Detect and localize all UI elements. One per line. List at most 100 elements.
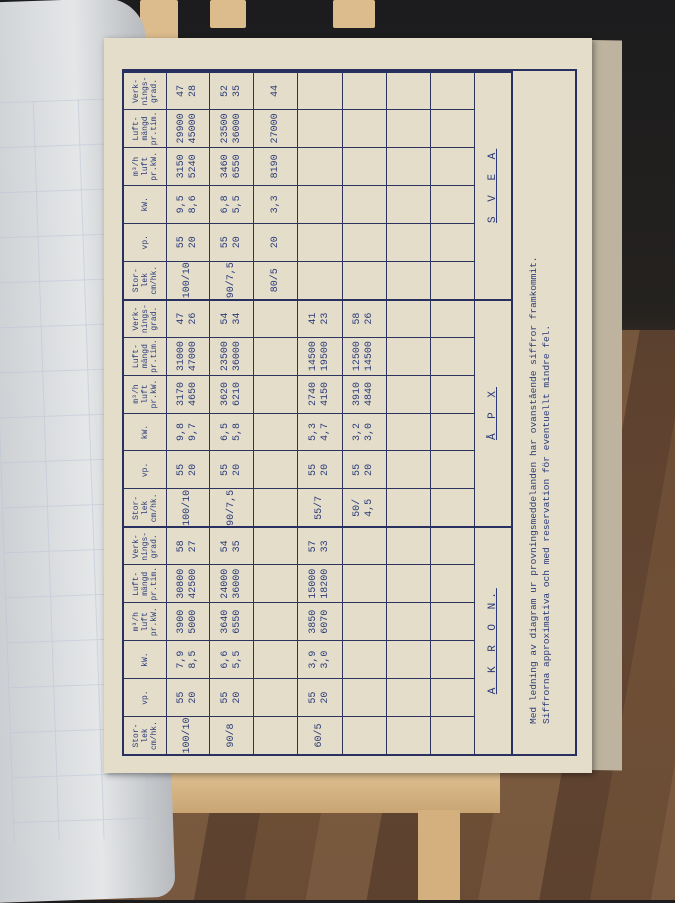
table-cell [254,640,299,679]
table-cell [386,640,431,679]
table-cell: 55 20 [298,450,343,489]
table-cell [430,71,475,109]
table-cell [386,71,431,109]
table-cell: 31000 47000 [166,336,211,375]
table-cell: 52 35 [210,71,255,109]
table-cell: 3,2 3,0 [342,412,387,451]
table-cell: 100/10 [166,488,211,527]
table-cell [386,336,431,375]
table-cell [430,222,475,261]
table-cell: 27000 [254,108,299,147]
table-cell: 47 28 [166,71,211,109]
table-cell: 6,6 5,5 [210,640,255,679]
easel-ledge [130,765,500,813]
table-cell [342,146,387,185]
easel-post [140,0,178,40]
table-cell [342,71,387,109]
footer-line-2: Siffrorna approximativa och med reservat… [541,324,552,724]
table-cell: 23500 36000 [210,336,255,375]
table-cell [386,564,431,603]
table-cell: 9,5 8,6 [166,184,211,223]
column-header: Stor- lek cm/hk. [124,488,167,527]
column-header: kW. [124,184,167,223]
table-cell [342,108,387,147]
table-cell: 55 20 [210,450,255,489]
table-cell [298,146,343,185]
table-cell [342,526,387,565]
table-cell [386,412,431,451]
column-header: m³/h luft pr.kW. [124,374,167,413]
column-header: Luft- mängd pr.tim. [124,564,167,603]
table-cell: 15000 18200 [298,564,343,603]
table-cell: 41 23 [298,298,343,337]
table-cell [430,450,475,489]
table-cell: 3640 6550 [210,602,255,641]
table-cell: 54 35 [210,526,255,565]
table-cell [342,640,387,679]
table-cell [430,602,475,641]
table-cell [386,108,431,147]
table-cell [254,716,299,754]
table-cell [430,564,475,603]
table-cell [386,260,431,299]
table-cell [386,678,431,717]
table-cell [386,146,431,185]
column-header: kW. [124,412,167,451]
table-cell: 9,8 9,7 [166,412,211,451]
table-cell: 55 20 [298,678,343,717]
table-cell: 3900 5000 [166,602,211,641]
table-cell: 57 33 [298,526,343,565]
table-cell [342,260,387,299]
column-header: Verk- nings- grad. [124,298,167,337]
easel-post [210,0,246,28]
table-cell [254,678,299,717]
table-cell: 3150 5240 [166,146,211,185]
table-cell [254,412,299,451]
column-header: vp. [124,678,167,717]
table-cell [298,108,343,147]
column-header: vp. [124,222,167,261]
table-grid: Stor- lek cm/hk. vp. kW. m³/h luft pr.kW. Lu… [124,71,475,754]
table-cell: 3,3 [254,184,299,223]
column-header: Stor- lek cm/hk. [124,716,167,754]
table-cell: 3910 4840 [342,374,387,413]
table-cell: 55 20 [210,678,255,717]
table-cell [430,336,475,375]
table-cell: 3460 6550 [210,146,255,185]
table-cell: 50/ 4,5 [342,488,387,527]
table-cell: 7,9 8,5 [166,640,211,679]
table-cell [430,526,475,565]
table-cell [298,260,343,299]
table-cell: 23500 36000 [210,108,255,147]
table-cell: 55 20 [210,222,255,261]
table-cell [430,678,475,717]
table-cell [430,412,475,451]
table-cell [430,146,475,185]
table-cell [430,640,475,679]
table-cell: 5,3 4,7 [298,412,343,451]
table-cell: 55 20 [166,450,211,489]
column-header: m³/h luft pr.kW. [124,602,167,641]
table-cell [254,602,299,641]
table-cell [386,298,431,337]
table-cell: 90/7,5 [210,488,255,527]
table-cell: 14500 19500 [298,336,343,375]
table-cell: 3620 6210 [210,374,255,413]
table-cell: 100/10 [166,260,211,299]
column-header: Stor- lek cm/hk. [124,260,167,299]
section-labels: A K R O N. Å P X S V E A [475,71,513,754]
table-cell [254,298,299,337]
table-cell: 60/5 [298,716,343,754]
table-cell [254,564,299,603]
footer-line-1: Med ledning av diagram ur provningsmedde… [528,256,539,724]
section-label-svea: S V E A [475,71,511,299]
comparison-table: Stor- lek cm/hk. vp. kW. m³/h luft pr.kW. Lu… [122,69,577,756]
table-cell: 47 26 [166,298,211,337]
table-cell [298,184,343,223]
table-cell: 24000 36000 [210,564,255,603]
column-header: Luft- mängd pr.tim. [124,336,167,375]
table-cell [430,374,475,413]
rotated-table-sheet: Stor- lek cm/hk. vp. kW. m³/h luft pr.kW. Lu… [110,65,585,760]
table-cell [430,260,475,299]
table-cell: 8190 [254,146,299,185]
